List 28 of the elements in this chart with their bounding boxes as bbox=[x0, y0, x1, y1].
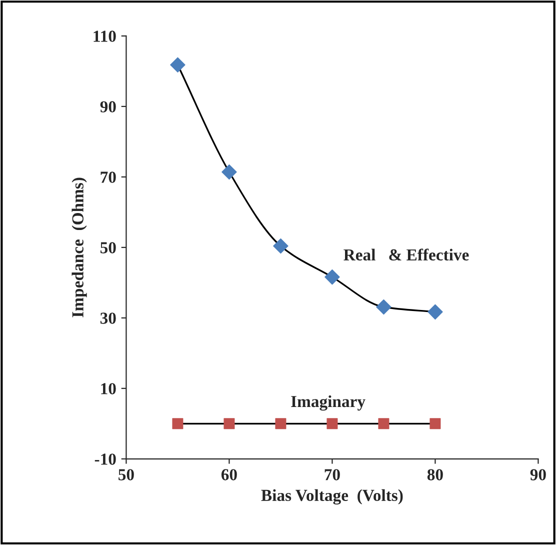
y-tick-label: 30 bbox=[100, 312, 116, 324]
y-tick-label: -10 bbox=[94, 454, 116, 465]
x-axis-title: Bias Voltage (Volts) bbox=[261, 489, 403, 505]
x-tick-label: 50 bbox=[118, 469, 134, 480]
x-tick-label: 60 bbox=[221, 469, 237, 480]
point bbox=[324, 269, 340, 285]
x-tick-label: 80 bbox=[427, 469, 443, 480]
x-tick-label: 90 bbox=[530, 469, 546, 480]
y-tick-label: 110 bbox=[94, 30, 116, 42]
point bbox=[170, 57, 186, 73]
point bbox=[376, 299, 392, 315]
y-tick-label: 70 bbox=[100, 172, 116, 183]
point bbox=[275, 418, 286, 430]
series-label: Imaginary bbox=[291, 395, 366, 411]
y-tick-label: 50 bbox=[100, 242, 116, 254]
point bbox=[273, 238, 288, 254]
y-axis-title: Impedance (Ohms) bbox=[72, 178, 87, 318]
point bbox=[326, 418, 338, 430]
point bbox=[430, 418, 441, 430]
series-label: Real & Effective bbox=[344, 248, 469, 261]
point bbox=[172, 418, 184, 430]
y-tick-label: 90 bbox=[100, 101, 116, 112]
point bbox=[378, 418, 390, 430]
x-tick-label: 70 bbox=[324, 469, 340, 480]
point bbox=[224, 418, 235, 430]
point bbox=[222, 164, 237, 180]
y-tick-label: 10 bbox=[101, 383, 116, 394]
point bbox=[428, 304, 443, 320]
